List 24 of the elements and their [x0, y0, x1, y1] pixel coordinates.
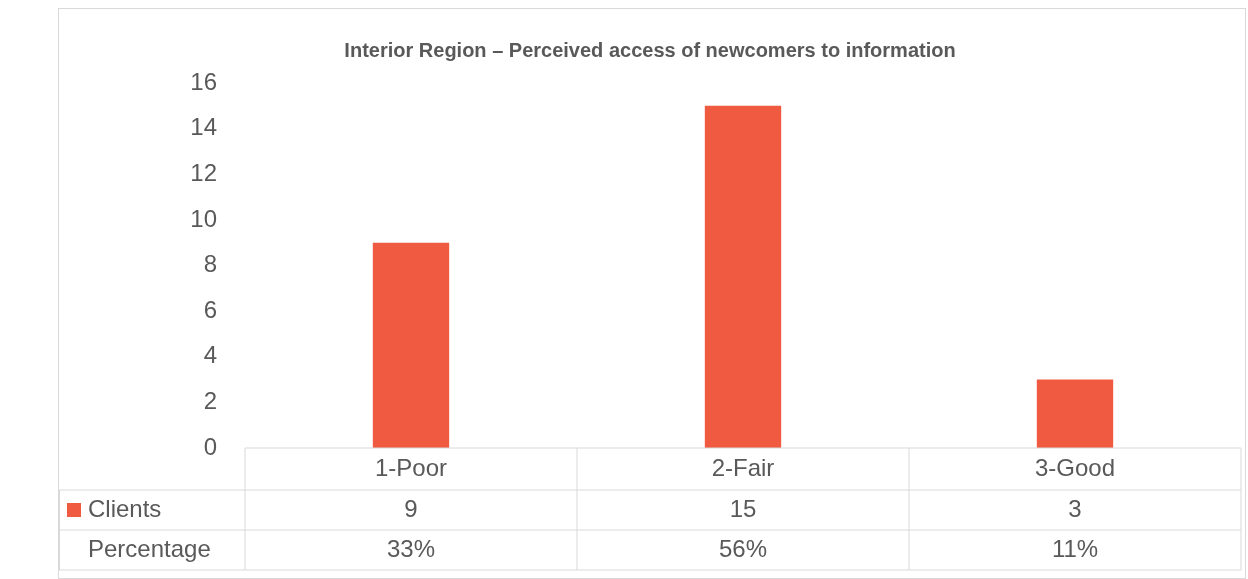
y-tick-label: 2 — [203, 387, 217, 414]
legend-label: Clients — [88, 494, 162, 522]
text: 11% — [1051, 534, 1099, 562]
data-label: 3 — [1068, 494, 1082, 522]
bar — [1036, 379, 1114, 448]
data-label: 15 — [729, 494, 757, 522]
chart-title: Interior Region – Perceived access of newcomers to information — [344, 38, 956, 61]
bar — [372, 242, 450, 448]
data-label: 9 — [404, 494, 418, 522]
bar — [704, 105, 782, 448]
y-tick-label: 6 — [203, 295, 217, 323]
y-tick-label: 12 — [190, 158, 217, 186]
text: Percentage — [88, 534, 211, 562]
text: 33% — [386, 534, 436, 562]
text: 56% — [718, 534, 768, 562]
y-tick-label: 10 — [190, 204, 217, 232]
y-tick-label: 16 — [190, 67, 217, 95]
y-tick-label: 14 — [190, 113, 217, 141]
y-tick-label: 4 — [203, 341, 217, 369]
x-tick-label: 1-Poor — [374, 453, 448, 481]
y-tick-label: 8 — [203, 250, 217, 278]
x-tick-label: 3-Good — [1034, 453, 1116, 481]
y-tick-label: 0 — [203, 432, 217, 460]
x-tick-label: 2-Fair — [711, 453, 775, 481]
